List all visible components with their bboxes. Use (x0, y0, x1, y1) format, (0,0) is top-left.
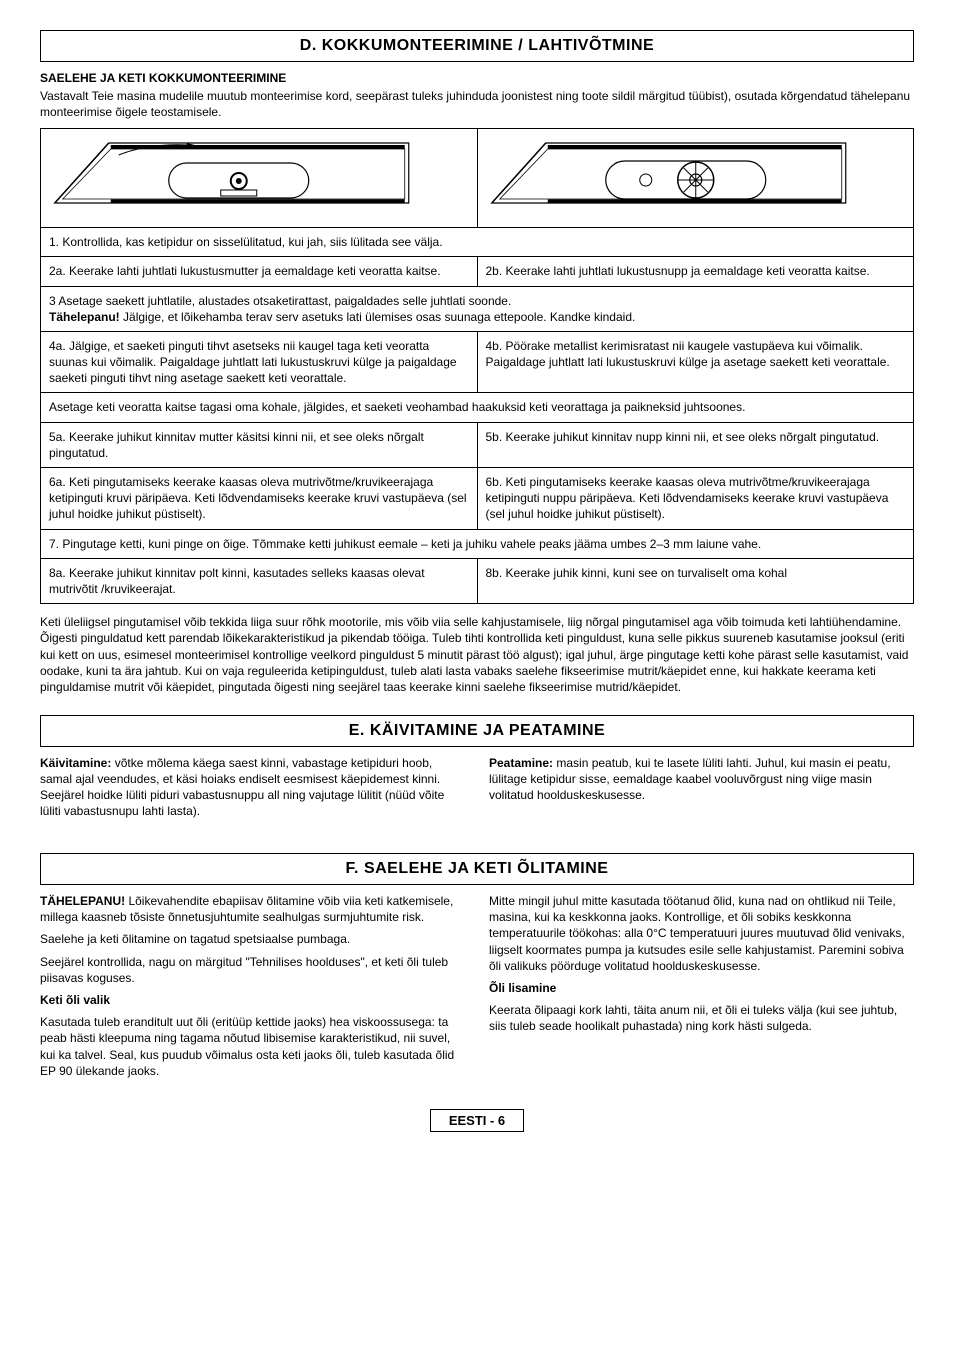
section-e-columns: Käivitamine: võtke mõlema käega saest ki… (40, 755, 914, 826)
row-6b: 6b. Keti pingutamiseks keerake kaasas ol… (477, 468, 914, 530)
chainsaw-diagram-b (482, 133, 910, 223)
f-sub2: Õli lisamine (489, 980, 914, 996)
f-p4: Kasutada tuleb eranditult uut õli (eritü… (40, 1014, 465, 1079)
row-5-full: Asetage keti veoratta kaitse tagasi oma … (41, 393, 914, 422)
section-f-columns: TÄHELEPANU! Lõikevahendite ebapiisav õli… (40, 893, 914, 1085)
row-4b: 4b. Pöörake metallist kerimisratast nii … (477, 331, 914, 393)
row-4a: 4a. Jälgige, et saeketi pinguti tihvt as… (41, 331, 478, 393)
section-e-right: Peatamine: masin peatub, kui te lasete l… (489, 755, 914, 826)
f-p3: Seejärel kontrollida, nagu on märgitud "… (40, 954, 465, 986)
row-3: 3 Asetage saekett juhtlatile, alustades … (41, 286, 914, 331)
instruction-table: 1. Kontrollida, kas ketipidur on sisselü… (40, 128, 914, 604)
row-8b: 8b. Keerake juhik kinni, kuni see on tur… (477, 558, 914, 603)
section-f-title: F. SAELEHE JA KETI ÕLITAMINE (40, 853, 914, 885)
row-5a: 5a. Keerake juhikut kinnitav mutter käsi… (41, 422, 478, 467)
start-label: Käivitamine: (40, 756, 111, 770)
row-6a: 6a. Keti pingutamiseks keerake kaasas ol… (41, 468, 478, 530)
row-8a: 8a. Keerake juhikut kinnitav polt kinni,… (41, 558, 478, 603)
stop-label: Peatamine: (489, 756, 553, 770)
row-3-warn-label: Tähelepanu! (49, 310, 120, 324)
f-p2: Saelehe ja keti õlitamine on tagatud spe… (40, 931, 465, 947)
row-5b: 5b. Keerake juhikut kinnitav nupp kinni … (477, 422, 914, 467)
section-d-intro: Vastavalt Teie masina mudelile muutub mo… (40, 88, 914, 120)
page-number: EESTI - 6 (430, 1109, 524, 1133)
section-e-left: Käivitamine: võtke mõlema käega saest ki… (40, 755, 465, 826)
chainsaw-diagram-a (45, 133, 473, 223)
row-7: 7. Pingutage ketti, kuni pinge on õige. … (41, 529, 914, 558)
f-warn-label: TÄHELEPANU! (40, 894, 125, 908)
section-d-subhead: SAELEHE JA KETI KOKKUMONTEERIMINE (40, 70, 914, 86)
section-d-title: D. KOKKUMONTEERIMINE / LAHTIVÕTMINE (40, 30, 914, 62)
section-d-fineprint: Keti üleliigsel pingutamisel võib tekkid… (40, 614, 914, 695)
row-3-warn: Jälgige, et lõikehamba terav serv asetuk… (120, 310, 636, 324)
row-2b: 2b. Keerake lahti juhtlati lukustusnupp … (477, 257, 914, 286)
section-e-title: E. KÄIVITAMINE JA PEATAMINE (40, 715, 914, 747)
row-1: 1. Kontrollida, kas ketipidur on sisselü… (41, 228, 914, 257)
diagram-cell-b (477, 129, 914, 228)
f-rp2: Keerata õlipaagi kork lahti, täita anum … (489, 1002, 914, 1034)
diagram-cell-a (41, 129, 478, 228)
row-3-text: 3 Asetage saekett juhtlatile, alustades … (49, 294, 511, 308)
page-footer: EESTI - 6 (40, 1109, 914, 1133)
section-f-right: Mitte mingil juhul mitte kasutada töötan… (489, 893, 914, 1085)
section-f-left: TÄHELEPANU! Lõikevahendite ebapiisav õli… (40, 893, 465, 1085)
f-rp1: Mitte mingil juhul mitte kasutada töötan… (489, 893, 914, 974)
f-sub1: Keti õli valik (40, 992, 465, 1008)
row-2a: 2a. Keerake lahti juhtlati lukustusmutte… (41, 257, 478, 286)
